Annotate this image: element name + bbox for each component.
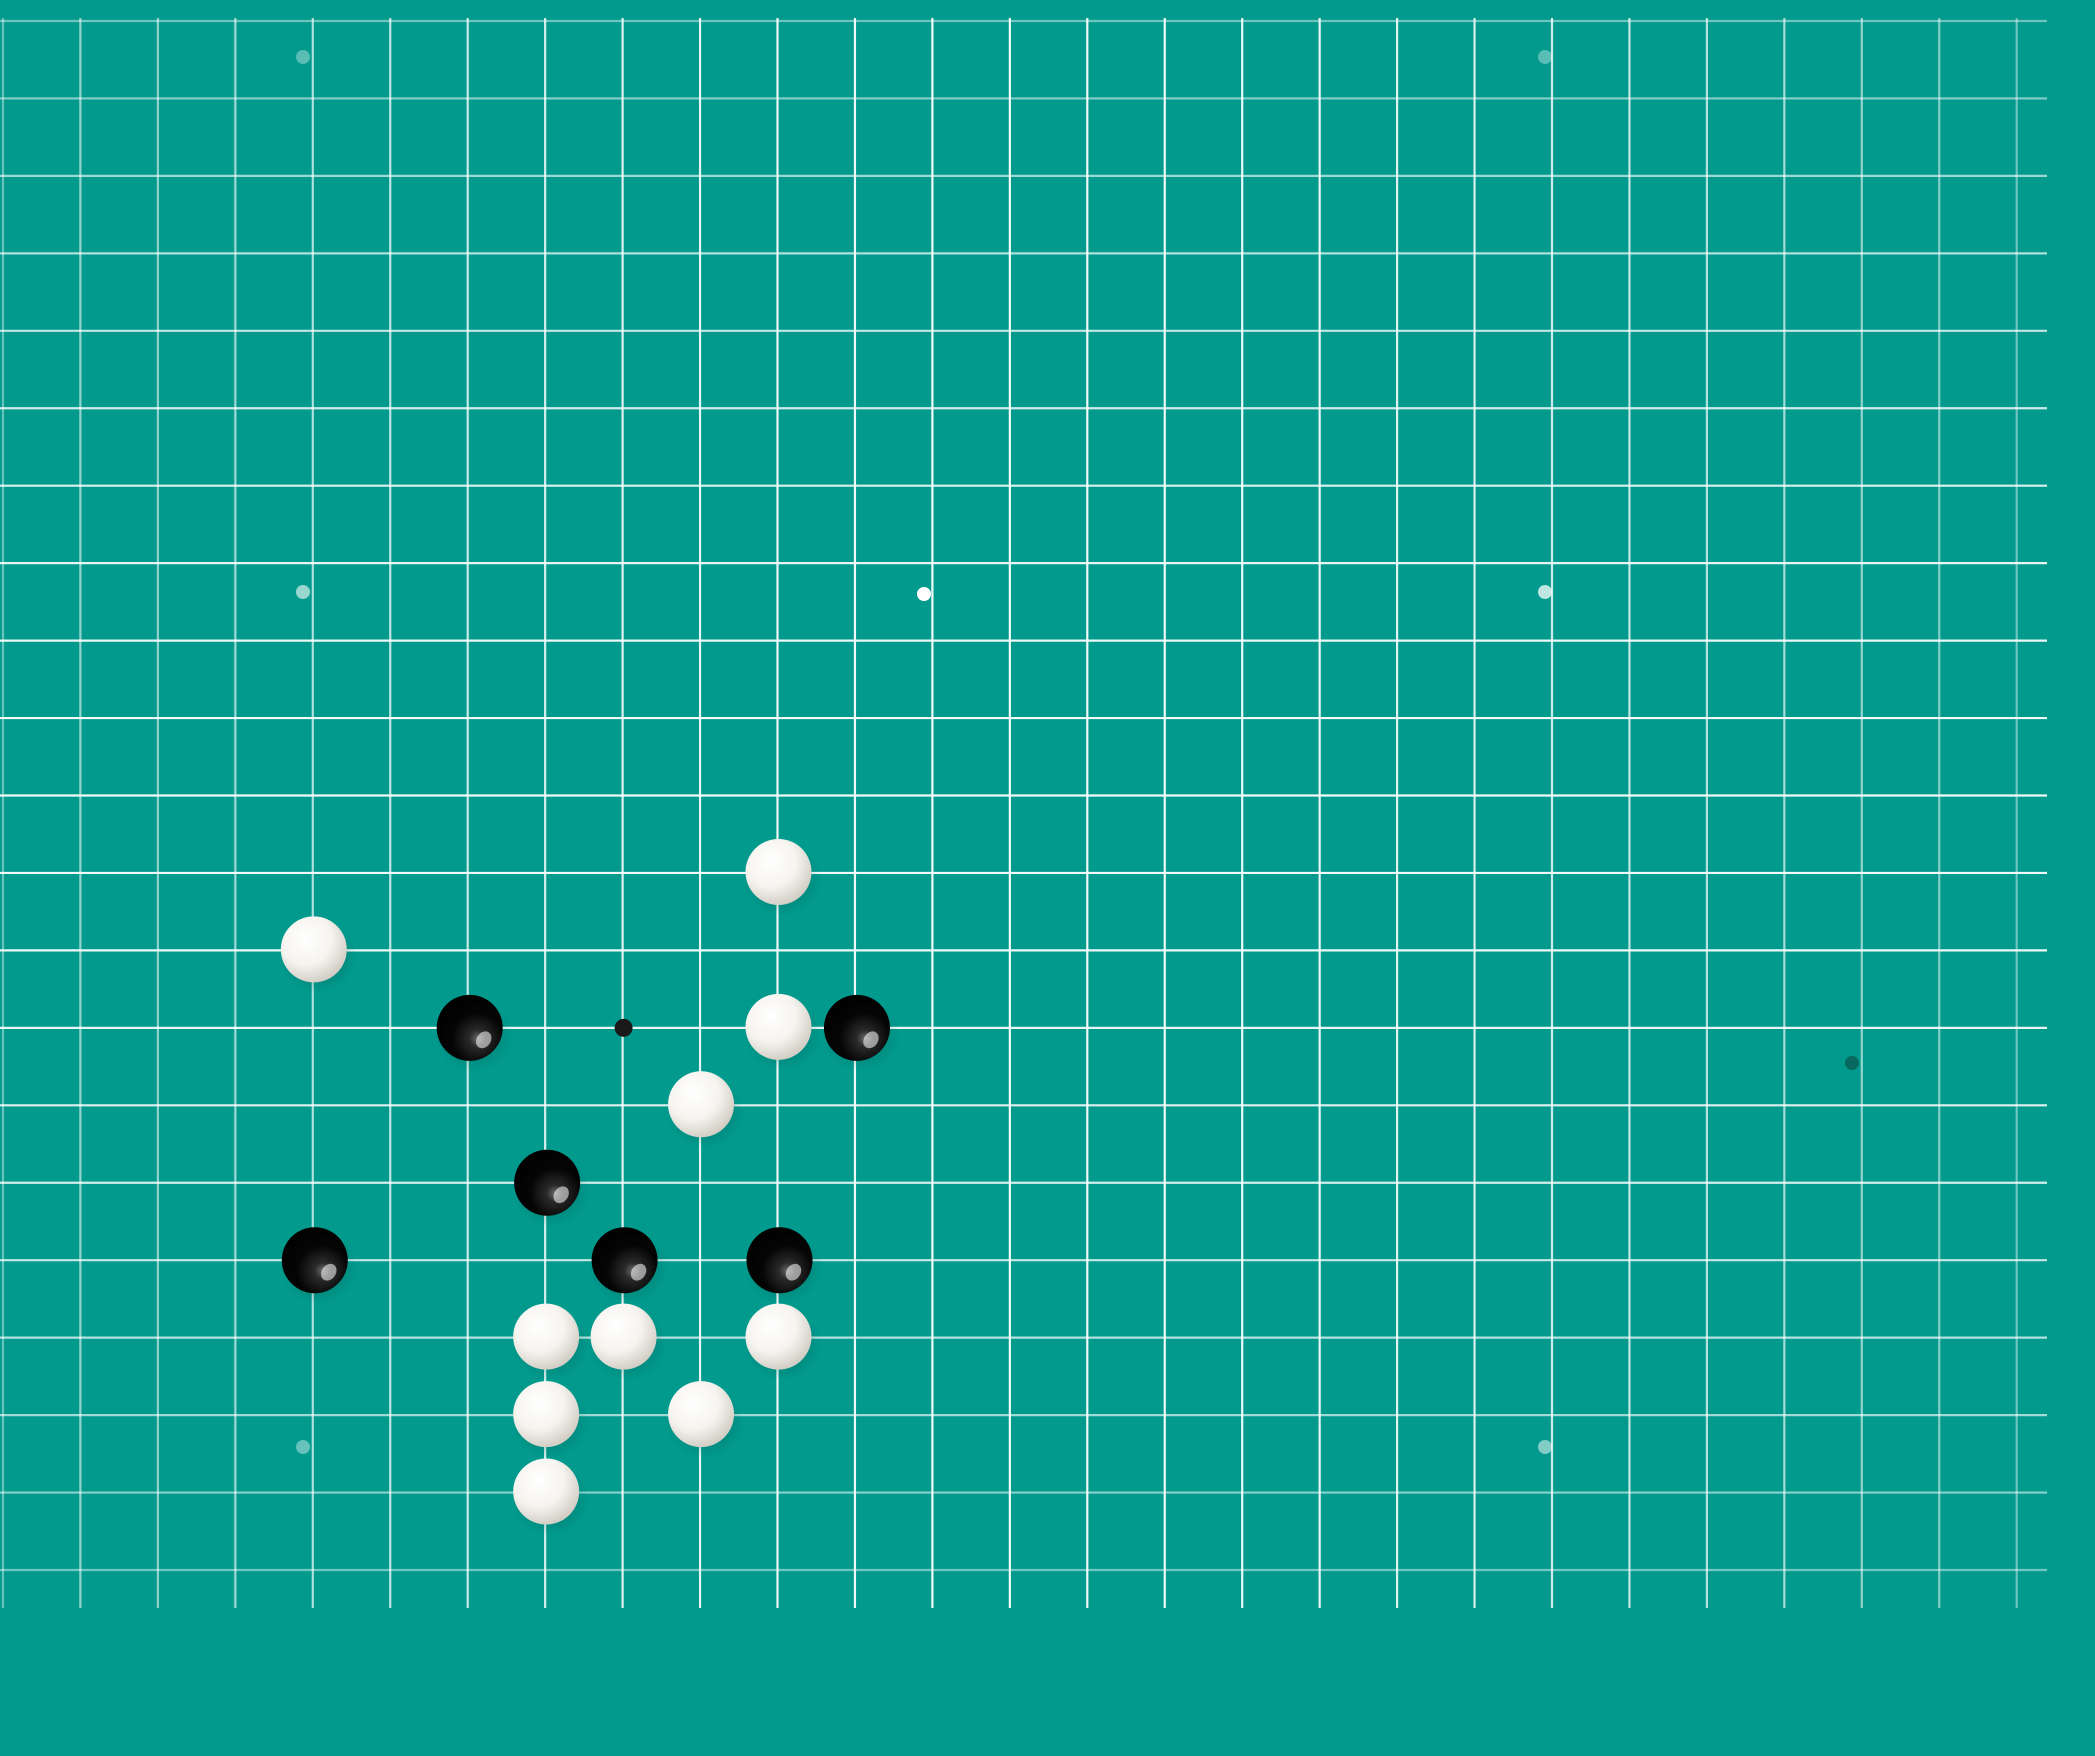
stone-body [513,1381,579,1447]
stone-body [281,916,347,982]
stone-body [747,1227,813,1293]
stone-body [746,994,812,1060]
stone-body [668,1071,734,1137]
stone-body [746,839,812,905]
star-point [1538,585,1552,599]
star-point [1845,1056,1859,1070]
star-point [1538,50,1552,64]
star-point [1538,1440,1552,1454]
star-point [296,1440,310,1454]
stone-body [282,1227,348,1293]
stone-body [824,995,890,1061]
star-point [296,50,310,64]
stone-body [746,1304,812,1370]
stone-body [592,1227,658,1293]
star-point [917,587,931,601]
stone-body [513,1304,579,1370]
stone-body [514,1150,580,1216]
stone-body [668,1381,734,1447]
stone-body [513,1459,579,1525]
stone-body [437,995,503,1061]
last-move-layer [615,1019,633,1037]
stone-body [591,1304,657,1370]
star-point [296,585,310,599]
last-move-marker [615,1019,633,1037]
